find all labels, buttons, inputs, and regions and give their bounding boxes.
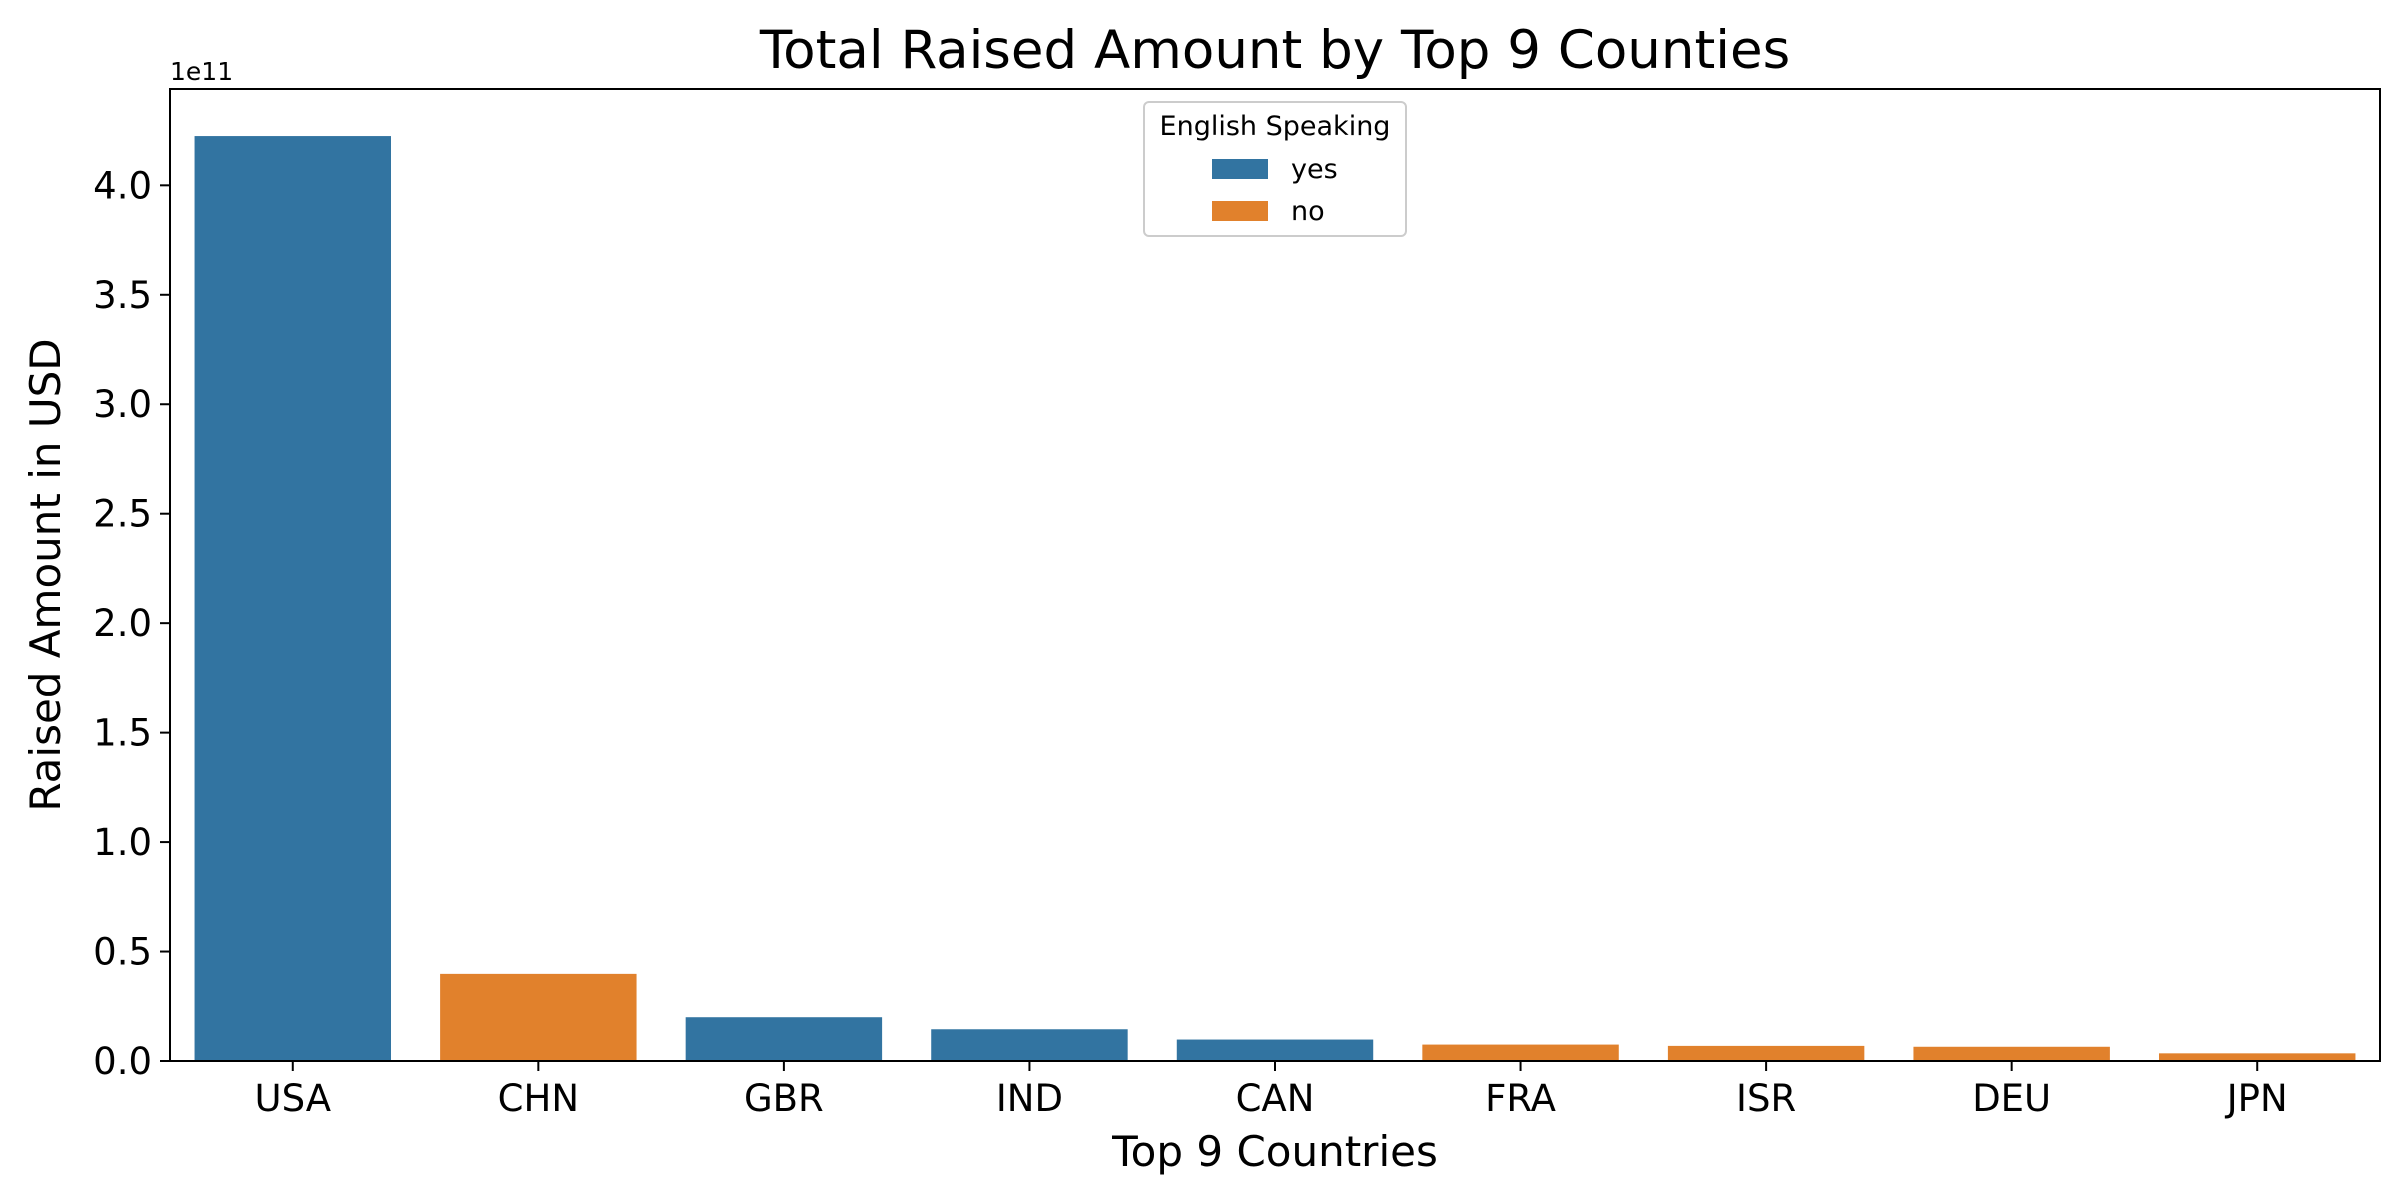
y-tick-label: 0.5 xyxy=(93,931,152,974)
legend-label-no: no xyxy=(1291,196,1325,227)
y-tick-label: 2.0 xyxy=(93,602,152,645)
bar-ind xyxy=(931,1029,1128,1061)
x-tick-label: CAN xyxy=(1236,1077,1315,1120)
x-tick-label: FRA xyxy=(1485,1077,1556,1120)
legend-label-yes: yes xyxy=(1291,154,1338,185)
x-tick-label: CHN xyxy=(498,1077,579,1120)
y-tick-label: 0.0 xyxy=(93,1040,152,1083)
y-tick-label: 4.0 xyxy=(93,164,152,207)
bar-gbr xyxy=(685,1017,883,1061)
legend-swatch-yes xyxy=(1212,159,1268,179)
x-tick-label: ISR xyxy=(1736,1077,1796,1120)
x-tick-label: IND xyxy=(996,1077,1063,1120)
x-axis-label: Top 9 Countries xyxy=(1111,1127,1438,1176)
bar-usa xyxy=(194,136,391,1061)
x-tick-label: USA xyxy=(254,1077,331,1120)
y-axis-ticks: 0.0 0.5 1.0 1.5 2.0 2.5 3.0 3.5 4.0 xyxy=(93,164,170,1083)
legend-swatch-no xyxy=(1212,201,1268,221)
x-tick-label: DEU xyxy=(1972,1077,2051,1120)
y-tick-label: 3.5 xyxy=(93,274,152,317)
bar-isr xyxy=(1667,1045,1865,1061)
x-tick-label: JPN xyxy=(2225,1077,2288,1120)
bar-fra xyxy=(1422,1044,1619,1061)
y-offset-label: 1e11 xyxy=(170,57,233,86)
y-tick-label: 3.0 xyxy=(93,383,152,426)
y-tick-label: 2.5 xyxy=(93,493,152,536)
legend-title: English Speaking xyxy=(1160,111,1391,142)
bar-deu xyxy=(1913,1046,2110,1061)
legend-box xyxy=(1143,101,1407,237)
chart-title: Total Raised Amount by Top 9 Counties xyxy=(759,20,1790,81)
bar-chn xyxy=(440,973,637,1061)
bar-jpn xyxy=(2159,1053,2356,1061)
y-tick-label: 1.0 xyxy=(93,821,152,864)
bars-group xyxy=(194,136,2356,1061)
bar-can xyxy=(1176,1039,1374,1061)
x-axis-ticks: USA CHN GBR IND CAN FRA ISR DEU JPN xyxy=(254,1061,2288,1120)
x-tick-label: GBR xyxy=(744,1077,824,1120)
y-axis-label: Raised Amount in USD xyxy=(21,338,70,811)
plot-frame xyxy=(169,88,2381,1062)
y-tick-label: 1.5 xyxy=(93,712,152,755)
legend: English Speaking yes no xyxy=(1143,101,1407,237)
